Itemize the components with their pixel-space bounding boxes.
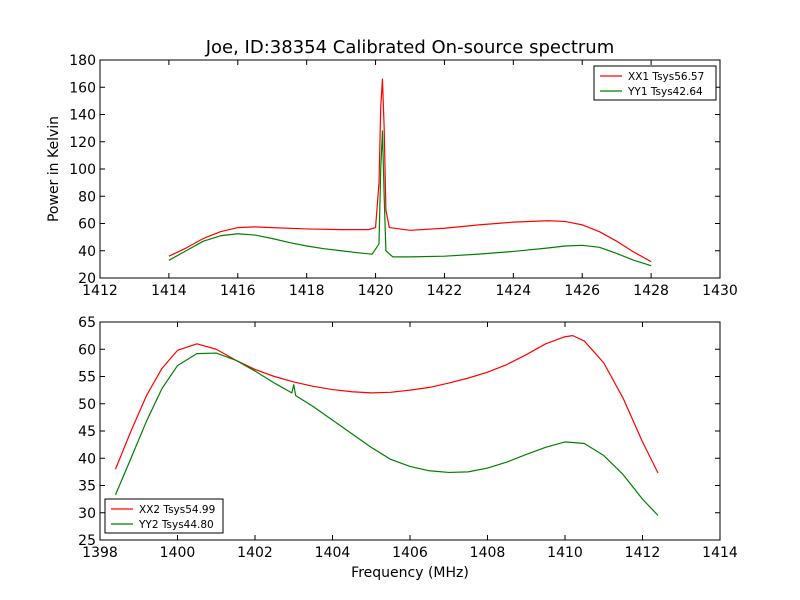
legend-label: YY1 Tsys42.64 <box>627 86 703 98</box>
y-tick-label: 180 <box>69 53 96 69</box>
figure-title: Joe, ID:38354 Calibrated On-source spect… <box>205 37 615 58</box>
y-tick-label: 140 <box>69 108 96 124</box>
y-tick-label: 100 <box>69 162 96 178</box>
y-tick-label: 30 <box>78 506 96 522</box>
x-tick-label: 1422 <box>427 283 463 299</box>
y-tick-label: 60 <box>78 342 96 358</box>
x-axis-label: Frequency (MHz) <box>351 565 469 581</box>
y-tick-label: 40 <box>78 451 96 467</box>
x-tick-label: 1408 <box>470 545 506 561</box>
x-tick-label: 1398 <box>82 545 118 561</box>
legend-label: XX2 Tsys54.99 <box>139 504 215 516</box>
y-tick-label: 40 <box>78 244 96 260</box>
top-panel: 1412 1414 1416 1418 1420 1422 1424 1426 1428 1430… <box>46 53 738 299</box>
x-tick-label: 1412 <box>82 283 118 299</box>
x-tick-label: 1410 <box>547 545 583 561</box>
y-tick-label: 25 <box>78 533 96 549</box>
y-tick-label: 80 <box>78 189 96 205</box>
y-tick-label: 35 <box>78 479 96 495</box>
y-axis-label: Power in Kelvin <box>46 116 62 222</box>
y-tick-label: 60 <box>78 217 96 233</box>
x-tick-label: 1400 <box>160 545 196 561</box>
y-tick-label: 120 <box>69 135 96 151</box>
x-tick-label: 1414 <box>151 283 187 299</box>
series-line-1-1 <box>168 78 652 263</box>
x-tick-label: 1424 <box>496 283 532 299</box>
y-tick-label: 50 <box>78 397 96 413</box>
x-tick-label: 1426 <box>564 283 600 299</box>
y-tick-label: 20 <box>78 271 96 287</box>
legend: XX1 Tsys56.57 YY1 Tsys42.64 <box>593 65 717 101</box>
x-tick-label: 1430 <box>702 283 738 299</box>
x-tick-label: 1412 <box>625 545 661 561</box>
y-tick-label: 45 <box>78 424 96 440</box>
legend-label: XX1 Tsys56.57 <box>628 71 704 83</box>
x-tick-label: 1414 <box>702 545 738 561</box>
x-tick-label: 1404 <box>315 545 351 561</box>
legend-box <box>104 498 224 534</box>
legend-box <box>593 65 717 101</box>
x-tick-label: 1402 <box>237 545 273 561</box>
legend-label: YY2 Tsys44.80 <box>138 519 214 531</box>
series-line-2-1 <box>114 335 659 474</box>
x-tick-label: 1418 <box>289 283 325 299</box>
y-tick-label: 65 <box>78 315 96 331</box>
bottom-panel: 1398 1400 1402 1404 1406 1408 1410 1412 1414 25 30… <box>78 315 738 581</box>
legend: XX2 Tsys54.99 YY2 Tsys44.80 <box>104 498 224 534</box>
y-tick-label: 160 <box>69 80 96 96</box>
series-line-1-2 <box>168 130 652 267</box>
x-tick-label: 1428 <box>633 283 669 299</box>
x-tick-label: 1420 <box>358 283 394 299</box>
x-tick-label: 1406 <box>392 545 428 561</box>
series-line-2-2 <box>114 352 659 516</box>
y-tick-label: 55 <box>78 370 96 386</box>
x-tick-label: 1416 <box>220 283 256 299</box>
